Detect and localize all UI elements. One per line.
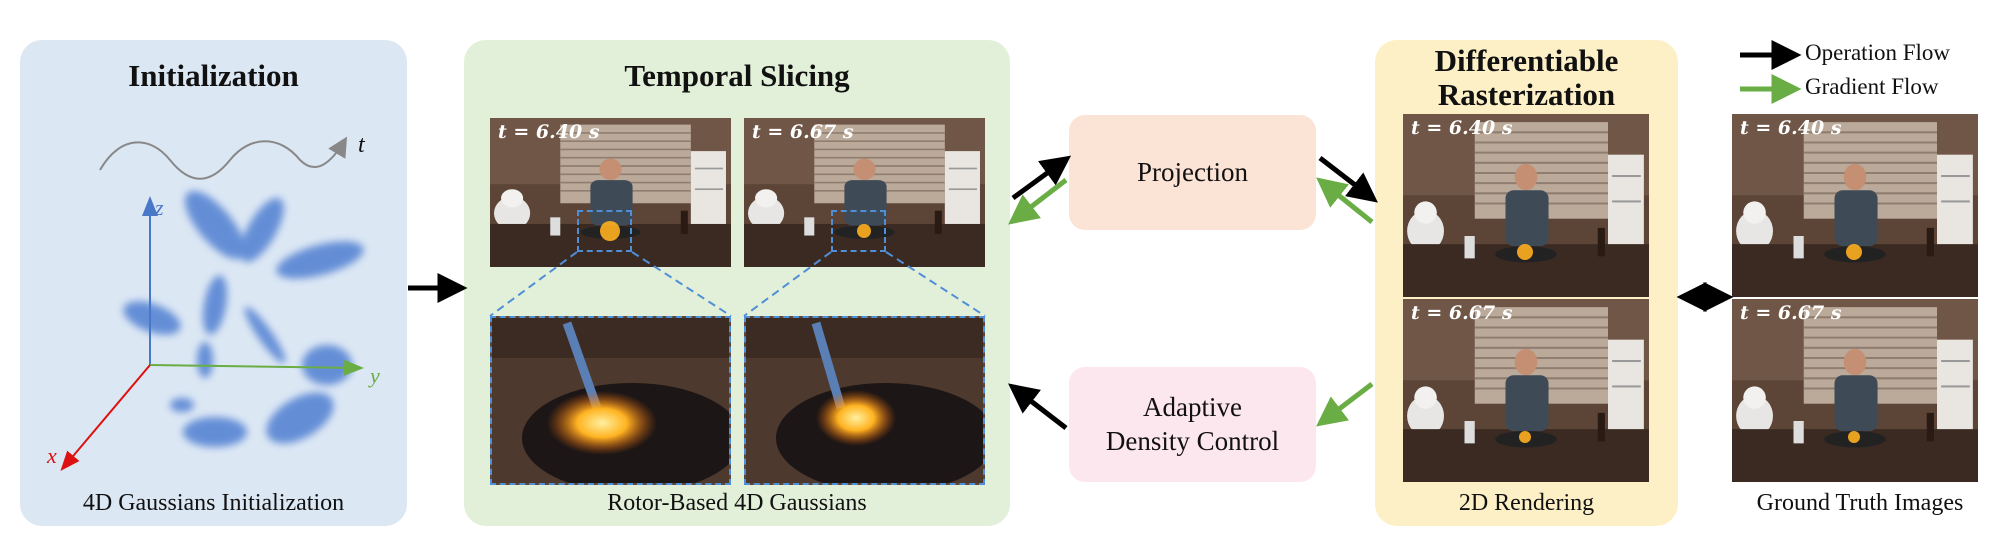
temporal-slicing-title: Temporal Slicing (624, 58, 850, 93)
temporal-slicing-caption: Rotor-Based 4D Gaussians (607, 490, 867, 516)
projection-to-rasterization-arrow (1318, 156, 1378, 203)
zoomed-view-1 (490, 316, 731, 485)
time-wave (99, 136, 348, 180)
projection-box: Projection (1069, 115, 1316, 230)
ground-truth-frame-1-time: t = 6.40 s (1740, 117, 1842, 139)
zoom-connector-lines (489, 251, 986, 317)
legend-operation-flow: Operation Flow (1805, 40, 1951, 65)
rasterization-title: Differentiable Rasterization (1375, 43, 1678, 113)
temporal-frame-2: t = 6.67 s (744, 118, 985, 267)
gaussian-blobs (123, 191, 364, 447)
rasterization-frame-1-time: t = 6.40 s (1411, 117, 1513, 139)
adaptive-density-line2: Density Control (1105, 425, 1280, 456)
rasterization-to-adc-gradient (1316, 382, 1374, 427)
temporal-frame-1: t = 6.40 s (490, 118, 731, 267)
rasterization-frame-2-time: t = 6.67 s (1411, 302, 1513, 324)
x-axis-label: x (46, 443, 57, 468)
adaptive-density-control-box: Adaptive Density Control (1069, 367, 1316, 482)
temporal-frame-1-time: t = 6.40 s (498, 121, 600, 143)
slicing-to-projection-arrow (1011, 155, 1072, 201)
temporal-frame-2-time: t = 6.67 s (752, 121, 854, 143)
projection-to-slicing-gradient (1008, 178, 1068, 225)
z-axis-label: z (154, 195, 164, 220)
zoom-region-2 (831, 210, 886, 252)
rasterization-caption: 2D Rendering (1458, 490, 1595, 516)
y-axis-label: y (368, 363, 380, 388)
adaptive-density-line1: Adaptive (1143, 391, 1242, 422)
zoomed-view-2 (744, 316, 985, 485)
initialization-illustration: t z y x (46, 132, 380, 472)
ground-truth-frame-1: t = 6.40 s (1732, 114, 1978, 297)
ground-truth-caption: Ground Truth Images (1756, 490, 1964, 516)
rasterization-frame-1: t = 6.40 s (1403, 114, 1649, 297)
adc-to-slicing-arrow (1008, 383, 1068, 430)
rasterization-title-line2: Rasterization (1437, 77, 1616, 113)
ground-truth-frame-2: t = 6.67 s (1732, 299, 1978, 482)
time-axis-label: t (358, 132, 366, 158)
projection-label: Projection (1137, 156, 1248, 187)
rasterization-frame-2: t = 6.67 s (1403, 299, 1649, 482)
rasterization-to-projection-gradient (1316, 177, 1374, 224)
rasterization-title-line1: Differentiable (1434, 43, 1619, 78)
zoom-region-1 (577, 210, 632, 252)
ground-truth-frame-2-time: t = 6.67 s (1740, 302, 1842, 324)
initialization-title: Initialization (128, 58, 299, 93)
legend-gradient-flow: Gradient Flow (1805, 74, 1939, 99)
initialization-caption: 4D Gaussians Initialization (82, 490, 345, 516)
